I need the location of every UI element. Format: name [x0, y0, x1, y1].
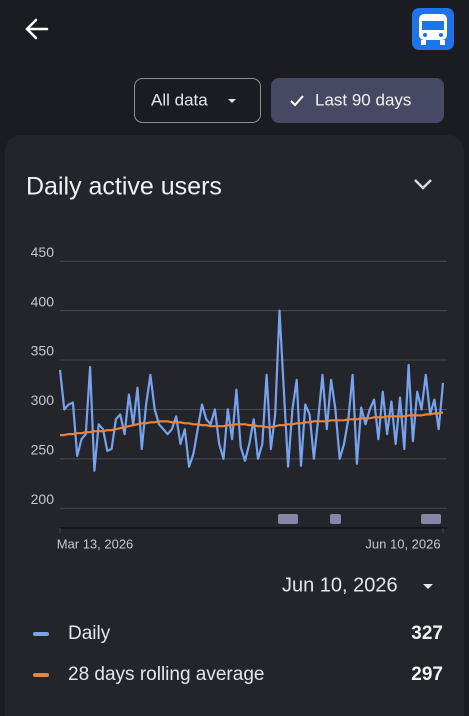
legend-value: 327 — [411, 623, 443, 644]
back-arrow — [25, 18, 49, 40]
bus-light — [439, 33, 443, 37]
event-marker — [421, 514, 441, 524]
legend-label: 28 days rolling average — [68, 664, 264, 685]
app-icon[interactable] — [412, 8, 454, 50]
legend-value: 297 — [411, 664, 443, 685]
bus-wheel — [421, 40, 426, 45]
chip-bg — [271, 78, 444, 123]
y-tick-label: 200 — [31, 491, 55, 507]
x-tick-label: Jun 10, 2026 — [365, 536, 440, 551]
check-icon — [290, 95, 304, 107]
y-tick-label: 300 — [31, 392, 55, 408]
date-selector[interactable]: Jun 10, 2026 — [282, 574, 433, 596]
chip-label: All data — [151, 90, 208, 109]
bus-window — [422, 21, 444, 30]
y-tick-label: 450 — [31, 244, 55, 260]
event-marker — [330, 514, 341, 524]
back-button[interactable] — [25, 18, 49, 40]
x-tick-label: Mar 13, 2026 — [57, 536, 134, 551]
series-line — [60, 411, 444, 437]
dropdown-caret — [228, 99, 236, 103]
filter-recent[interactable]: Last 90 days — [271, 78, 444, 123]
range-markers — [278, 514, 441, 524]
chip-label: Last 90 days — [315, 90, 411, 109]
dropdown-caret — [423, 584, 433, 589]
filter-all[interactable]: All data — [134, 78, 261, 123]
selected-date: Jun 10, 2026 — [282, 574, 398, 596]
collapse-button[interactable] — [414, 179, 432, 190]
y-tick-label: 400 — [31, 293, 55, 309]
bus-light — [423, 33, 427, 37]
plot: 200 250 300 350 400 450 Mar 13, 2026 Jun 10, 20… — [31, 244, 447, 551]
chart-title: Daily active users — [26, 173, 222, 201]
legend-label: Daily — [68, 623, 111, 644]
legend: Daily 327 28 days rolling average 297 — [33, 623, 443, 685]
bus-wheel — [440, 40, 445, 45]
series-line — [58, 309, 445, 472]
y-tick-label: 250 — [31, 442, 55, 458]
chip-outline — [134, 78, 261, 123]
y-tick-label: 350 — [31, 343, 55, 359]
event-marker — [278, 514, 298, 524]
